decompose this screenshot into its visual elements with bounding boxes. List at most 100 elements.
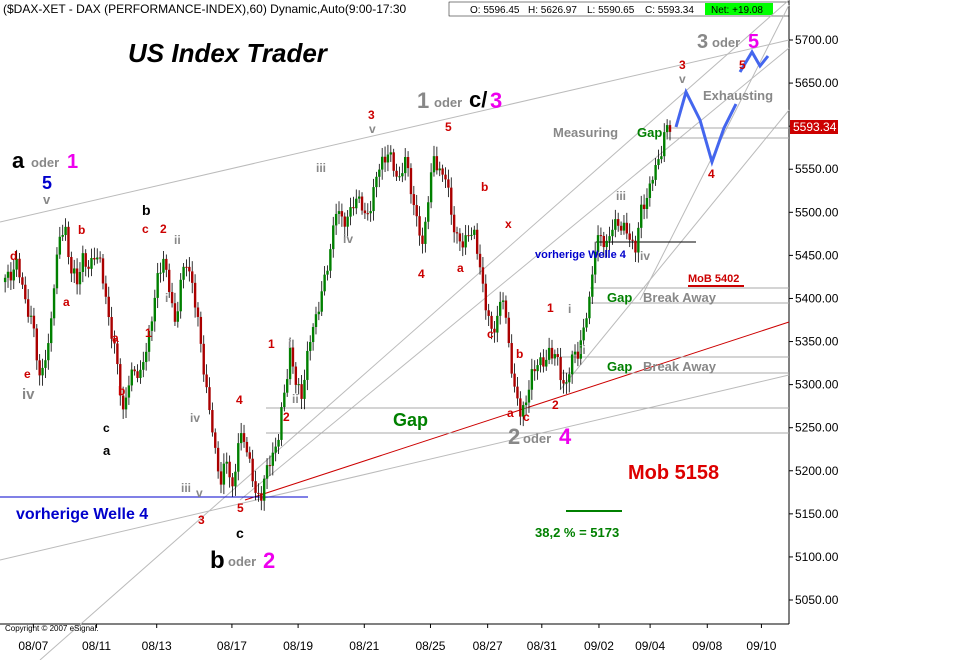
candle-body (444, 174, 447, 180)
candle (90, 248, 93, 277)
label-measuring-gap: Gap (637, 125, 662, 140)
y-tick-label: 5500.00 (795, 205, 839, 219)
y-tick-label: 5100.00 (795, 550, 839, 564)
candle-body (383, 156, 387, 163)
candle (634, 235, 637, 262)
candle (579, 330, 582, 365)
forecast-path-1 (674, 87, 738, 167)
candle (375, 171, 378, 198)
label-c: c/ (469, 87, 487, 112)
candle-body (363, 210, 367, 214)
candle (530, 358, 534, 400)
candle-body (124, 397, 128, 410)
candle-body (96, 257, 99, 260)
candle (355, 189, 358, 215)
y-tick-label: 5200.00 (795, 464, 839, 478)
candle (274, 437, 277, 462)
candle-body (409, 168, 413, 195)
candle-body (222, 463, 226, 485)
y-tick-label: 5650.00 (795, 76, 839, 90)
candle (262, 475, 266, 511)
candle (487, 303, 490, 327)
wave-iv-up: iv (343, 232, 353, 246)
candle (663, 123, 666, 163)
candle (591, 266, 594, 305)
candle (251, 449, 254, 488)
candle (84, 249, 87, 277)
candle (349, 197, 352, 226)
label-3-magenta: 3 (490, 88, 502, 113)
wave-4-red-right: 4 (708, 167, 715, 181)
candle-body (651, 179, 654, 184)
candle-body (513, 373, 516, 387)
candle (314, 306, 318, 335)
candle (303, 369, 306, 410)
candle (660, 145, 663, 164)
candle-body (498, 301, 502, 316)
candle-body (458, 233, 462, 242)
wave-3-red-low: 3 (198, 513, 205, 527)
candle-body (380, 156, 384, 170)
candle-body (81, 253, 85, 272)
wave-iii-right: iii (616, 189, 626, 203)
wave-iv-left: iv (22, 386, 35, 403)
label-mob-5402: MoB 5402 (688, 273, 739, 285)
candle (188, 257, 191, 282)
candle (288, 337, 292, 385)
candle-body (67, 226, 70, 258)
candle-body (657, 159, 660, 166)
candle (170, 282, 174, 308)
y-tick-label: 5400.00 (795, 291, 839, 305)
candle (49, 311, 53, 352)
candle-body (611, 229, 614, 237)
candle (283, 384, 286, 412)
candle-body (337, 211, 341, 214)
candle (427, 196, 430, 230)
candle-body (487, 310, 490, 316)
candle-body (196, 307, 200, 317)
candle (119, 358, 122, 406)
candle (363, 202, 367, 220)
candle (179, 273, 182, 319)
candle (142, 351, 145, 378)
candle-body (524, 402, 528, 406)
candle-body (464, 235, 467, 248)
candle-body (553, 354, 557, 359)
candle-body (392, 152, 395, 171)
candle-body (438, 168, 441, 171)
candle (438, 161, 441, 177)
candle-body (556, 354, 559, 358)
wave-v-top: v (369, 122, 376, 136)
candle-body (634, 240, 637, 253)
candle (144, 342, 148, 371)
candle-body (219, 471, 223, 485)
wave-x-red: x (505, 217, 512, 231)
wave-i-right: i (568, 302, 571, 316)
header-net-box (705, 3, 773, 15)
candle (585, 312, 588, 332)
wave-i-left: i (165, 291, 168, 305)
candle (139, 360, 142, 384)
candle-body (493, 328, 496, 333)
candle-body (404, 157, 407, 174)
candle (484, 274, 487, 320)
candle-body (239, 433, 243, 444)
candle-body (47, 343, 50, 361)
wave-2-red-bot: 2 (552, 398, 559, 412)
candle-body (369, 211, 372, 214)
candle-body (225, 461, 228, 464)
candle-body (182, 266, 185, 280)
candle-body (317, 311, 321, 315)
candle (107, 286, 110, 326)
candle (211, 402, 214, 437)
candle (214, 428, 217, 454)
candle (536, 359, 539, 380)
candle (191, 261, 194, 294)
candlesticks (3, 119, 672, 511)
candle-body (421, 235, 424, 244)
label-2-gray: 2 (508, 424, 520, 449)
x-tick-label: 09/08 (692, 639, 722, 653)
candle (527, 380, 531, 413)
candle (507, 312, 511, 348)
candle-body (165, 258, 168, 270)
